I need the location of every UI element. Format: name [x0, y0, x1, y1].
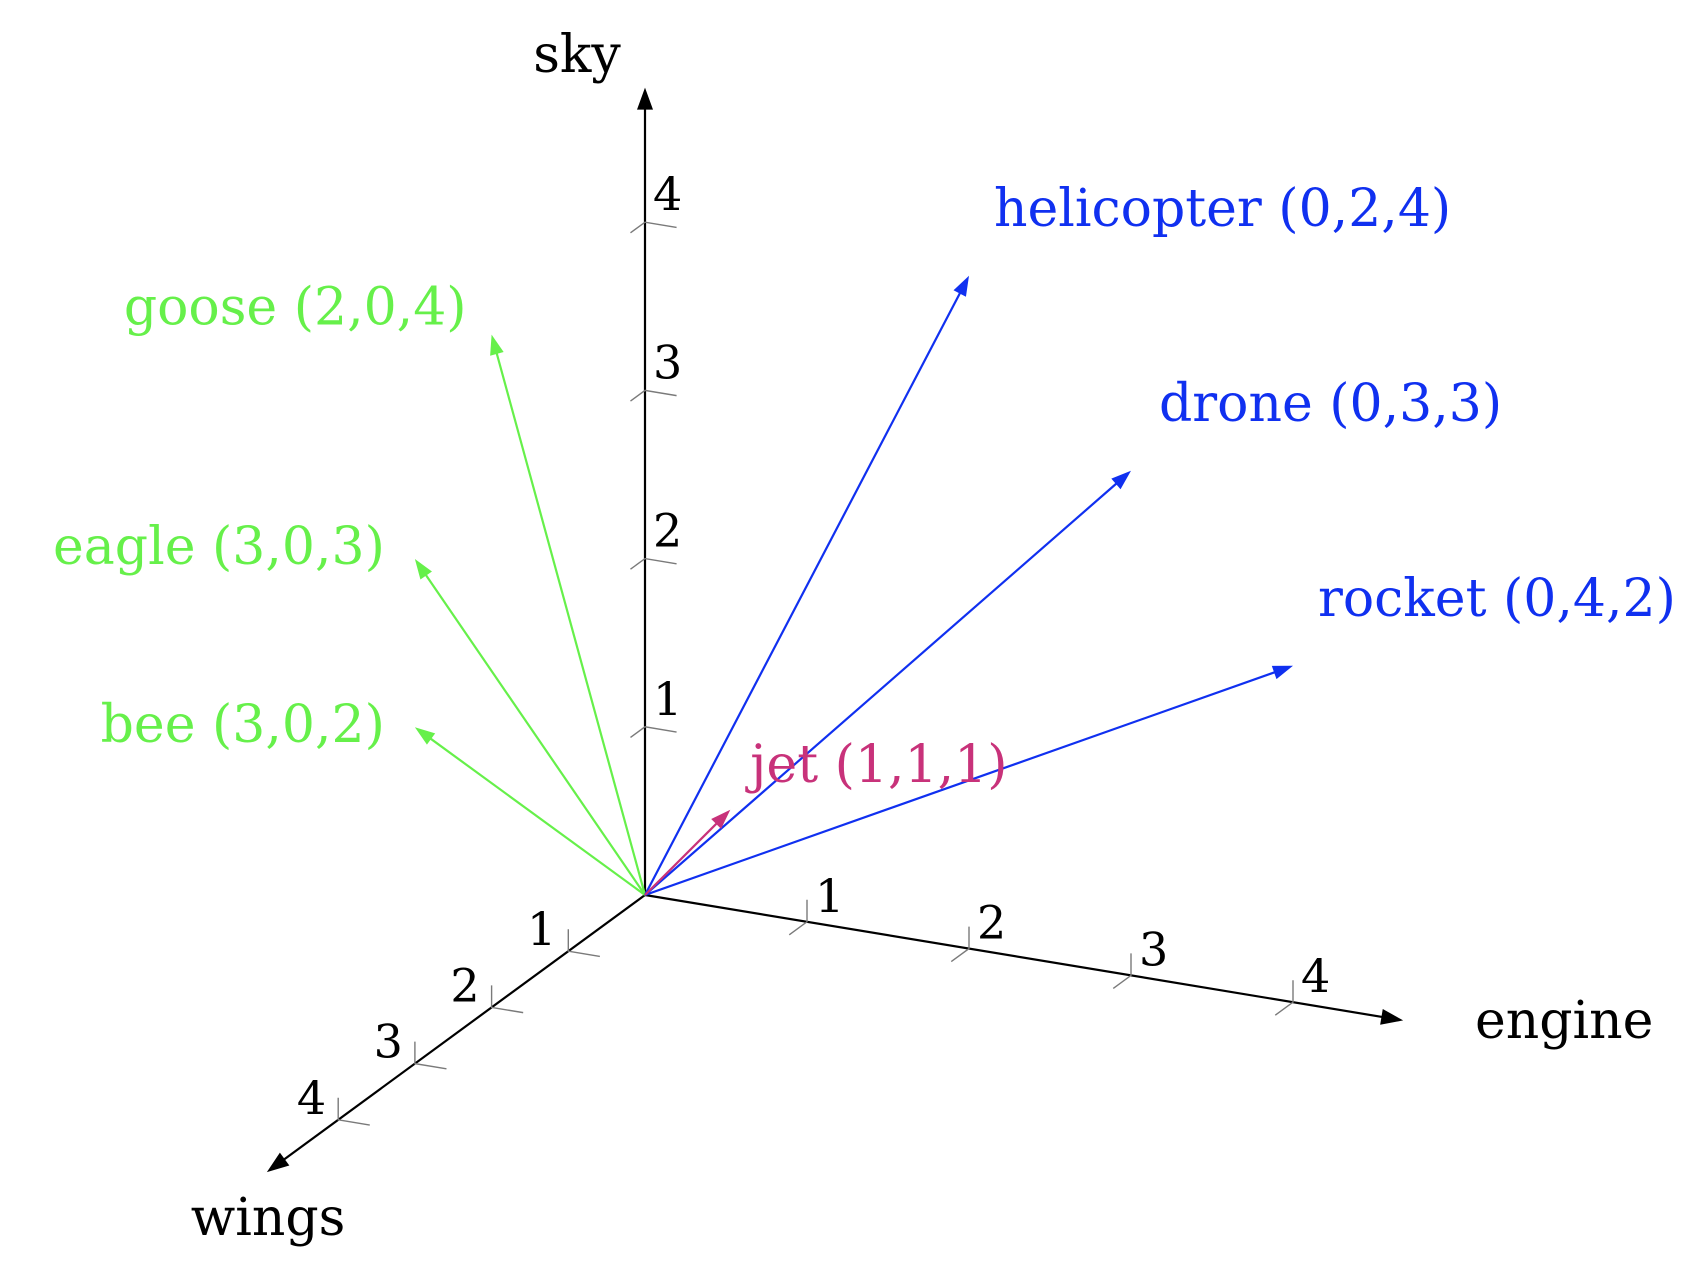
wings-tick-mark — [414, 1041, 447, 1070]
engine-tick-label: 2 — [977, 896, 1006, 950]
sky-tick-label: 2 — [653, 504, 682, 558]
sky-tick-label: 3 — [653, 335, 682, 389]
wings-tick-mark — [490, 985, 524, 1014]
sky-tick-label: 4 — [653, 167, 682, 221]
vector-helicopter: helicopter (0,2,4) — [644, 179, 1451, 896]
wings-axis-arrowhead — [266, 1152, 290, 1173]
sky-tick-mark — [630, 221, 677, 234]
engine-tick-label: 1 — [815, 869, 844, 923]
sky-tick-mark — [630, 557, 677, 570]
goose-vector-arrowhead — [490, 334, 504, 356]
wings-tick-label: 3 — [374, 1015, 403, 1069]
wings-tick-label: 4 — [297, 1071, 326, 1125]
jet-vector-line — [644, 818, 722, 896]
engine-tick-mark — [1274, 980, 1294, 1016]
vector-rocket: rocket (0,4,2) — [644, 569, 1676, 897]
eagle-vector-label: eagle (3,0,3) — [53, 517, 385, 577]
drone-vector-arrowhead — [1111, 470, 1131, 490]
wings-axis-label: wings — [191, 1188, 346, 1248]
eagle-vector-arrowhead — [414, 559, 432, 580]
rocket-vector-line — [644, 669, 1281, 897]
engine-axis — [644, 893, 1388, 1019]
sky-tick-mark — [630, 726, 677, 739]
goose-vector-label: goose (2,0,4) — [124, 278, 467, 338]
bee-vector-arrowhead — [414, 727, 436, 745]
sky-tick-mark — [630, 389, 677, 402]
wings-axis-ticks: 1 2 3 4 — [297, 902, 600, 1126]
wings-tick-label: 1 — [527, 902, 556, 956]
rocket-vector-arrowhead — [1271, 665, 1293, 680]
vector-eagle: eagle (3,0,3) — [53, 517, 646, 896]
vector-goose: goose (2,0,4) — [124, 278, 647, 896]
wings-tick-label: 2 — [450, 958, 479, 1012]
goose-vector-line — [494, 347, 647, 896]
vectors: goose (2,0,4) eagle (3,0,3) bee (3,0,2) … — [53, 179, 1676, 897]
vector-drone: drone (0,3,3) — [644, 374, 1502, 896]
sky-axis-arrowhead — [637, 87, 653, 110]
vector-bee: bee (3,0,2) — [101, 695, 646, 896]
vector-jet: jet (1,1,1) — [644, 735, 1008, 896]
sky-tick-label: 1 — [653, 672, 682, 726]
helicopter-vector-line — [644, 287, 964, 896]
sky-axis-ticks: 1 2 3 4 — [630, 167, 682, 739]
engine-tick-label: 4 — [1301, 949, 1330, 1003]
eagle-vector-line — [421, 569, 646, 896]
drone-vector-line — [644, 479, 1122, 896]
bee-vector-line — [425, 734, 646, 896]
engine-tick-label: 3 — [1139, 922, 1168, 976]
wings-axis — [279, 894, 646, 1164]
rocket-vector-label: rocket (0,4,2) — [1318, 569, 1676, 629]
helicopter-vector-label: helicopter (0,2,4) — [994, 179, 1451, 239]
engine-tick-mark — [788, 899, 808, 936]
jet-vector-arrowhead — [711, 809, 731, 829]
bee-vector-label: bee (3,0,2) — [101, 695, 385, 755]
engine-tick-mark — [950, 926, 970, 963]
helicopter-vector-arrowhead — [953, 275, 969, 297]
wings-tick-mark — [567, 929, 600, 958]
engine-axis-arrowhead — [1380, 1008, 1404, 1025]
axes — [266, 87, 1404, 1173]
engine-axis-ticks: 1 2 3 4 — [788, 869, 1330, 1016]
sky-axis-label: sky — [533, 25, 621, 85]
engine-axis-label: engine — [1475, 991, 1653, 1051]
engine-tick-mark — [1112, 953, 1132, 989]
wings-tick-mark — [337, 1097, 370, 1126]
jet-vector-label: jet (1,1,1) — [745, 735, 1007, 795]
drone-vector-label: drone (0,3,3) — [1159, 374, 1502, 434]
